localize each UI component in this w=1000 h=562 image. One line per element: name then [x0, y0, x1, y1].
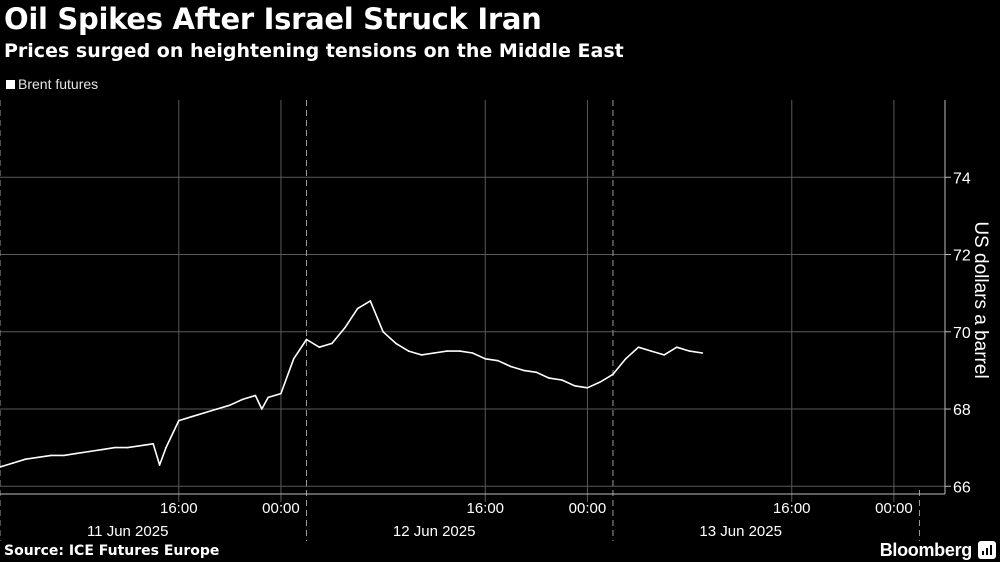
series-point: [24, 458, 27, 461]
series-point: [535, 371, 538, 374]
series-point: [573, 385, 576, 387]
series-point: [522, 369, 525, 372]
brand-name: Bloomberg: [879, 540, 973, 560]
series-point: [88, 450, 91, 453]
chart-title: Oil Spikes After Israel Struck Iran: [4, 2, 542, 36]
series-point: [586, 387, 589, 389]
y-tick-label: 72: [953, 248, 971, 265]
series-point: [701, 352, 704, 354]
legend-label-brent: Brent futures: [18, 76, 99, 92]
chart-subtitle: Prices surged on heightening tensions on…: [4, 40, 624, 62]
series-point: [650, 350, 653, 352]
series-point: [216, 408, 218, 410]
bloomberg-chart-icon: [978, 541, 996, 559]
x-date-label: 12 Jun 2025: [393, 523, 476, 540]
x-tick-label: 00:00: [875, 500, 913, 517]
series-point: [178, 419, 180, 422]
series-point: [158, 464, 161, 466]
series-layer: [0, 300, 704, 468]
series-point: [267, 396, 270, 399]
series-point: [407, 350, 410, 352]
series-point: [63, 454, 65, 457]
series-point: [624, 358, 627, 360]
series-point: [37, 456, 40, 459]
series-point: [241, 398, 244, 401]
series-point: [229, 404, 231, 407]
series-point: [126, 446, 129, 449]
x-date-label: 13 Jun 2025: [699, 523, 782, 540]
series-point: [139, 444, 142, 447]
series-point: [382, 331, 384, 333]
series-point: [305, 338, 308, 341]
y-tick-label: 68: [953, 402, 971, 419]
series-point: [254, 394, 257, 397]
source-note: Source: ICE Futures Europe: [4, 543, 220, 559]
legend-swatch-brent: [6, 79, 15, 89]
series-point: [165, 446, 167, 449]
series-point: [12, 462, 14, 464]
y-tick-label: 66: [953, 479, 971, 496]
series-point: [280, 392, 282, 395]
series-point: [599, 381, 601, 383]
series-point: [75, 452, 78, 455]
series-point: [50, 454, 52, 457]
x-tick-label: 16:00: [466, 500, 504, 517]
series-point: [688, 350, 691, 352]
series-point: [676, 346, 678, 349]
series-point: [318, 346, 321, 349]
series-point: [152, 443, 154, 445]
y-tick-label: 70: [953, 325, 971, 342]
series-point: [331, 342, 333, 345]
x-tick-label: 00:00: [569, 500, 607, 517]
series-point: [344, 327, 346, 329]
series-point: [497, 359, 499, 362]
series-point: [433, 352, 436, 354]
series-point: [420, 354, 423, 356]
series-point: [0, 466, 1, 468]
series-point: [612, 373, 614, 376]
x-tick-label: 00:00: [262, 500, 300, 517]
series-point: [484, 358, 487, 360]
series-point: [184, 417, 186, 420]
legend: Brent futures: [6, 76, 98, 92]
series-point: [369, 300, 372, 302]
series-point: [114, 446, 116, 449]
x-tick-label: 16:00: [160, 500, 198, 517]
series-point: [548, 377, 550, 379]
series-point: [637, 346, 640, 349]
series-point: [663, 354, 665, 356]
series-point: [292, 358, 295, 360]
y-tick-label: 74: [953, 170, 971, 187]
series-point: [197, 414, 199, 416]
series-point: [510, 365, 512, 368]
series-point: [101, 448, 103, 451]
series-point: [356, 307, 359, 310]
grid-layer: [0, 100, 945, 541]
axis-layer: 66 68 70 72 74 16:00 00:00 16:00 00:00 16:00 00:00…: [0, 100, 971, 540]
series-point: [395, 342, 397, 345]
series-point: [203, 412, 206, 414]
series-point: [471, 352, 474, 354]
series-point: [261, 408, 263, 410]
y-axis-label: US dollars a barrel: [970, 221, 991, 378]
series-point: [561, 379, 563, 381]
x-date-label: 11 Jun 2025: [87, 523, 168, 540]
x-tick-label: 16:00: [773, 500, 811, 517]
series-point: [458, 350, 461, 352]
series-point: [190, 415, 193, 418]
series-point: [446, 350, 448, 352]
series-line-brent: [0, 300, 703, 468]
